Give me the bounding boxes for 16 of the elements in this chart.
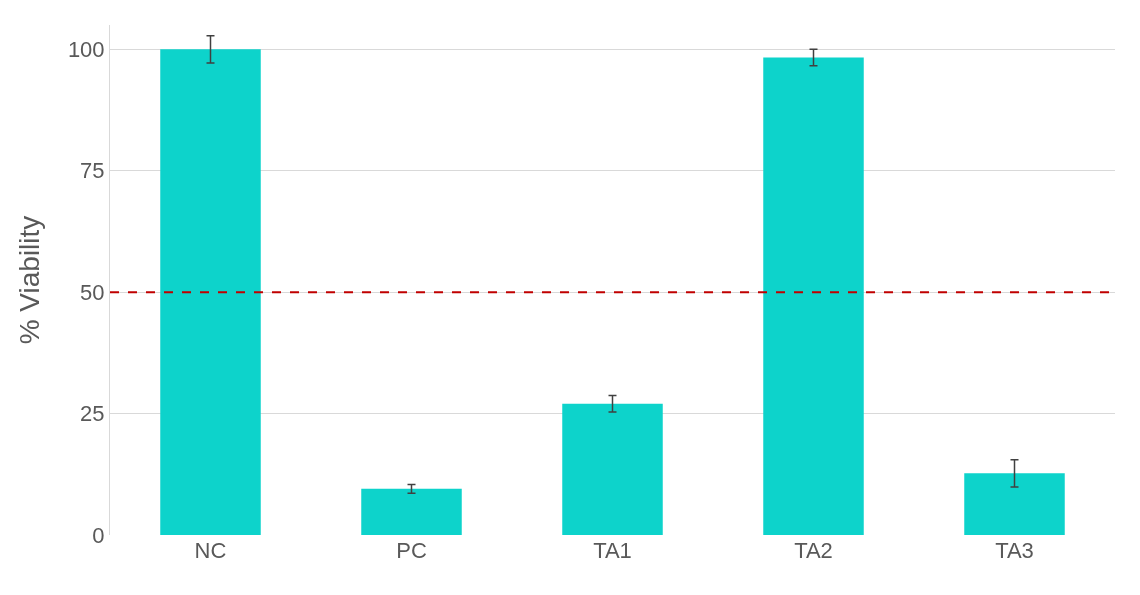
bar — [160, 49, 261, 535]
bar — [562, 403, 663, 535]
y-tick-label: 100 — [67, 36, 105, 62]
x-tick-label: TA2 — [794, 538, 833, 563]
x-tick-label: PC — [396, 538, 427, 563]
y-axis-title: % Viability — [13, 215, 45, 345]
x-tick-label: TA1 — [593, 538, 632, 563]
y-tick-label: 25 — [80, 401, 105, 427]
y-tick-label: 75 — [80, 158, 105, 184]
y-tick-label: 50 — [80, 279, 105, 305]
x-tick-label: TA3 — [995, 538, 1034, 563]
x-tick-label: NC — [194, 538, 227, 563]
bar — [964, 473, 1065, 535]
bar — [361, 488, 462, 535]
bar — [763, 57, 864, 535]
y-tick-label: 0 — [92, 522, 105, 548]
